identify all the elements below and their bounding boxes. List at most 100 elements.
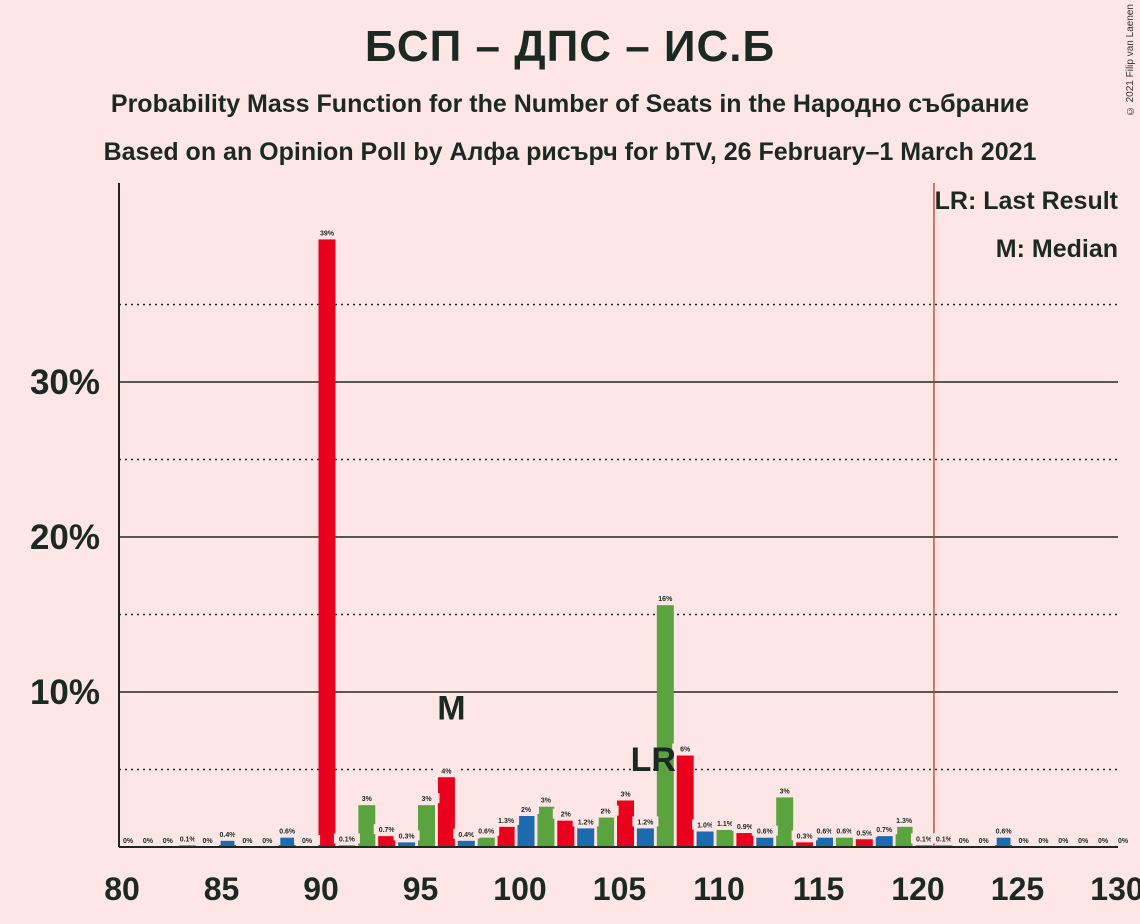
data-label-background <box>294 835 321 845</box>
data-label-background <box>930 833 957 844</box>
data-label-background <box>712 817 738 828</box>
data-label-seat-114: 0.3% <box>797 833 814 840</box>
data-label-background <box>134 835 161 845</box>
data-label-background <box>513 804 539 814</box>
y-tick-label-20: 20% <box>30 518 100 557</box>
data-label-background <box>612 788 639 799</box>
bar-seat-105 <box>617 800 634 847</box>
bar-seat-100 <box>517 816 535 847</box>
bar-seat-116 <box>835 837 853 847</box>
bar-seat-110 <box>716 829 734 847</box>
data-label-seat-86: 0% <box>242 838 253 845</box>
data-label-seat-109: 1.0% <box>697 823 714 830</box>
data-label-background <box>652 593 679 604</box>
data-label-seat-112: 0.6% <box>757 829 774 836</box>
data-label-background <box>413 793 440 804</box>
data-label-seat-106: 1.2% <box>637 819 654 826</box>
bar-seat-95 <box>418 805 435 847</box>
bar-seat-92 <box>358 805 376 847</box>
data-label-seat-107: 16% <box>658 596 673 603</box>
grid-lines <box>119 183 1118 847</box>
data-label-seat-102: 2% <box>561 812 572 819</box>
x-tick-label-110: 110 <box>693 871 745 907</box>
data-label-background <box>393 830 420 841</box>
data-label-background <box>950 835 977 845</box>
data-label-background <box>811 825 838 836</box>
y-tick-background <box>14 515 104 559</box>
data-label-seat-120: 0.1% <box>916 836 933 843</box>
data-labels: 0% 0% 0% 0.1% 0%0.4%0% 0%0.6%0%39%0.1%3%0.7%0… <box>115 227 1136 845</box>
data-label-seat-127: 0% <box>1058 838 1069 845</box>
data-label-background <box>433 765 460 776</box>
data-label-seat-97: 0.4% <box>458 832 475 839</box>
data-label-background <box>1030 835 1057 845</box>
bar-seat-88 <box>278 837 296 847</box>
x-tick-label-130: 130 <box>1090 871 1140 907</box>
data-label-background <box>174 833 201 844</box>
data-label-seat-95: 3% <box>421 796 432 803</box>
data-label-background <box>194 835 221 845</box>
data-label-seat-91: 0.1% <box>339 836 356 843</box>
data-label-seat-125: 0% <box>1018 838 1029 845</box>
data-label-seat-100: 2% <box>521 807 532 814</box>
last-result-marker: LR <box>631 741 676 779</box>
bar-seat-85 <box>219 840 236 847</box>
bar-seat-112 <box>756 837 774 847</box>
data-label-background <box>254 835 281 845</box>
bar-seat-99 <box>497 826 515 847</box>
legend: LR: Last Result M: Median <box>935 187 1119 263</box>
data-label-seat-126: 0% <box>1038 838 1049 845</box>
data-label-background <box>751 825 778 836</box>
bar-seat-109 <box>696 831 714 847</box>
data-label-background <box>970 835 997 845</box>
x-tick-label-85: 85 <box>204 871 240 907</box>
data-label-seat-85: 0.4% <box>220 832 237 839</box>
bar-seat-107 <box>656 605 674 847</box>
y-tick-background <box>14 360 104 404</box>
chart-subtitle-2: Based on an Opinion Poll by Алфа рисърч … <box>103 138 1037 166</box>
data-label-seat-104: 2% <box>601 809 612 816</box>
data-label-background <box>871 824 898 835</box>
data-label-seat-99: 1.3% <box>498 818 515 825</box>
data-label-seat-110: 1.1% <box>717 821 734 828</box>
data-label-seat-101: 3% <box>541 798 552 805</box>
data-label-background <box>214 828 241 839</box>
x-tick-label-115: 115 <box>793 871 845 907</box>
data-label-background <box>234 835 261 845</box>
data-label-seat-130: 0% <box>1118 838 1129 845</box>
data-label-background <box>1070 835 1097 845</box>
data-label-seat-116: 0.6% <box>836 829 853 836</box>
data-label-seat-81: 0% <box>143 838 154 845</box>
data-label-seat-94: 0.3% <box>399 833 416 840</box>
x-tick-label-80: 80 <box>104 871 140 907</box>
data-label-seat-96: 4% <box>441 768 452 775</box>
bar-seat-90 <box>318 239 336 847</box>
bar-seat-101 <box>537 806 555 847</box>
bar-seat-93 <box>378 836 396 847</box>
data-label-background <box>990 825 1017 836</box>
bar-seat-98 <box>477 837 495 847</box>
bar-seat-103 <box>577 828 595 847</box>
bar-seat-102 <box>557 820 575 847</box>
data-label-seat-115: 0.6% <box>817 829 834 836</box>
data-label-seat-83: 0.1% <box>180 836 197 843</box>
bar-seat-106 <box>636 828 654 847</box>
median-marker: M <box>437 689 465 727</box>
data-label-background <box>672 743 699 754</box>
data-label-background <box>692 819 719 830</box>
data-label-background <box>453 828 480 839</box>
data-label-seat-121: 0.1% <box>936 836 953 843</box>
data-label-background <box>314 227 340 238</box>
data-label-background <box>572 816 599 827</box>
y-tick-background <box>14 670 104 714</box>
x-tick-label-95: 95 <box>403 871 439 907</box>
x-tick-label-105: 105 <box>593 871 646 907</box>
data-label-seat-103: 1.2% <box>578 819 595 826</box>
bar-seat-119 <box>895 826 913 847</box>
data-label-background <box>891 814 918 825</box>
data-label-background <box>592 805 619 816</box>
data-label-background <box>473 825 500 836</box>
bar-seat-111 <box>736 833 754 847</box>
data-label-background <box>851 827 878 838</box>
data-label-background <box>911 833 937 844</box>
